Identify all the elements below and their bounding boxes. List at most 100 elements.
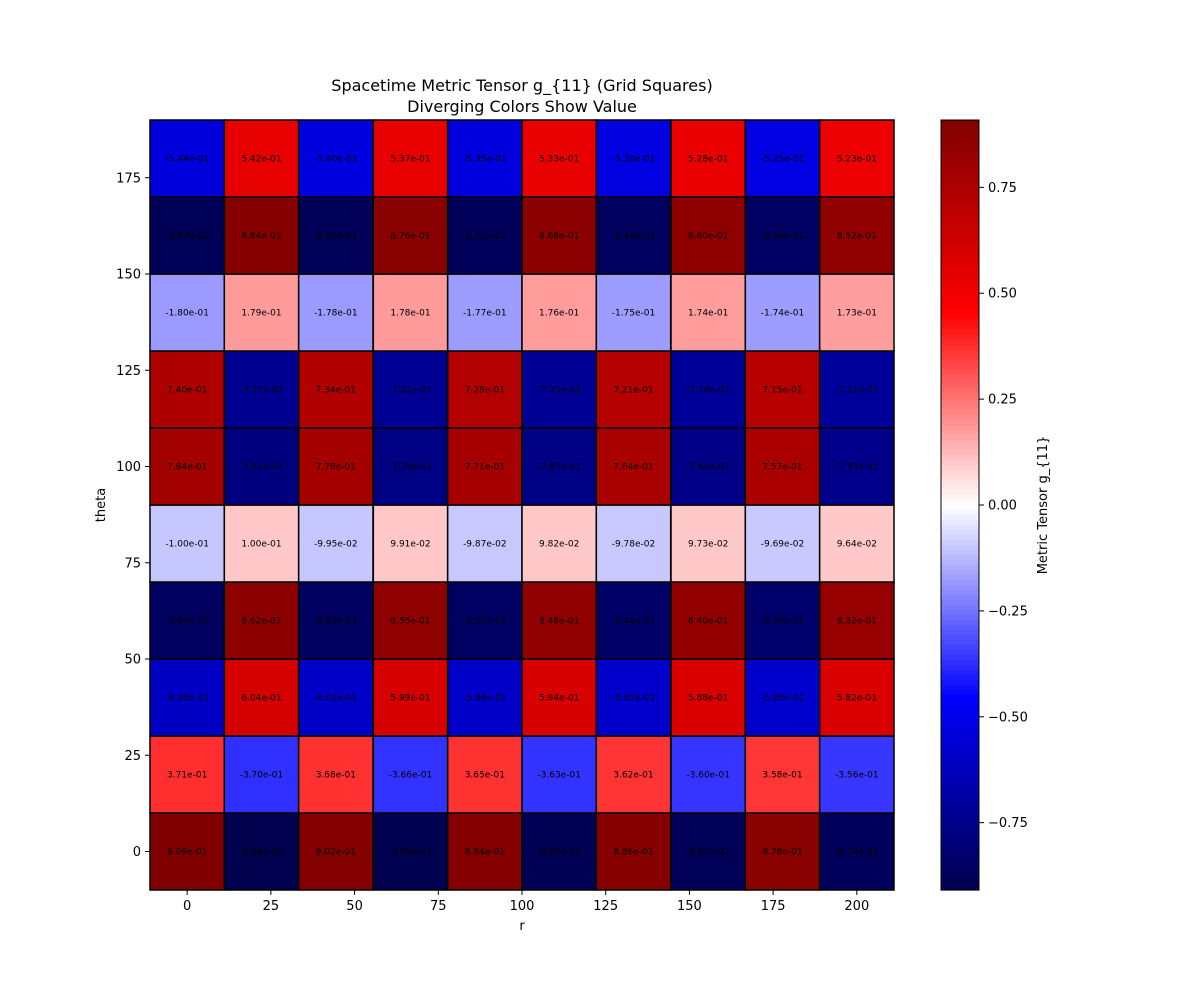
heatmap-cell — [297, 119, 374, 198]
heatmap-cell — [372, 581, 449, 660]
colorbar-band — [941, 310, 979, 316]
cell-value-label: 9.09e-01 — [167, 848, 207, 858]
heatmap-cell — [149, 812, 226, 891]
cell-value-label: -5.44e-01 — [165, 155, 209, 165]
cell-value-label: 8.94e-01 — [465, 848, 505, 858]
cell-value-label: -8.90e-01 — [537, 848, 581, 858]
heatmap-cell — [149, 119, 226, 198]
colorbar-tick-label: −0.25 — [988, 604, 1028, 619]
colorbar-band — [941, 770, 979, 776]
colorbar-band — [941, 620, 979, 626]
cell-value-label: -8.64e-01 — [612, 232, 656, 242]
cell-value-label: -5.35e-01 — [463, 155, 507, 165]
colorbar-band — [941, 850, 979, 856]
colorbar-band — [941, 455, 979, 461]
cell-value-label: 7.28e-01 — [465, 386, 505, 396]
y-tick-label: 100 — [116, 460, 141, 475]
heatmap-cell — [818, 119, 895, 198]
heatmap-cell — [595, 119, 672, 198]
y-tick-label: 125 — [116, 364, 141, 379]
colorbar-band — [941, 385, 979, 391]
x-axis-ticks: 0 25 50 75 100 125 150 175 200 — [183, 890, 869, 914]
cell-value-label: 8.32e-01 — [837, 617, 877, 627]
colorbar-band — [941, 145, 979, 151]
colorbar-band — [941, 515, 979, 521]
colorbar-band — [941, 650, 979, 656]
colorbar-band — [941, 360, 979, 366]
colorbar-band — [941, 675, 979, 681]
heatmap-cell — [297, 658, 374, 737]
colorbar-band — [941, 610, 979, 616]
colorbar-band — [941, 335, 979, 341]
y-tick-label: 25 — [124, 749, 141, 764]
colorbar-band — [941, 285, 979, 291]
colorbar-band — [941, 785, 979, 791]
cell-value-label: 1.74e-01 — [688, 309, 728, 319]
heatmap-cell — [595, 658, 672, 737]
colorbar-band — [941, 405, 979, 411]
cell-value-label: 5.42e-01 — [241, 155, 281, 165]
x-tick-label: 25 — [263, 899, 280, 914]
cell-value-label: 8.52e-01 — [837, 232, 877, 242]
heatmap-cell — [521, 119, 598, 198]
colorbar-band — [941, 885, 979, 891]
heatmap-cell — [670, 581, 747, 660]
cell-value-label: -6.01e-01 — [314, 694, 358, 704]
colorbar-tick-label: 0.50 — [988, 287, 1017, 302]
cell-value-label: -1.80e-01 — [165, 309, 209, 319]
colorbar-band — [941, 475, 979, 481]
colorbar-band — [941, 400, 979, 406]
cell-value-label: -8.80e-01 — [314, 232, 358, 242]
cell-value-label: -5.30e-01 — [612, 155, 656, 165]
heatmap-cell — [446, 273, 523, 352]
colorbar-band — [941, 550, 979, 556]
y-axis-ticks: 0 25 50 75 100 125 150 175 — [116, 171, 150, 860]
colorbar-band — [941, 645, 979, 651]
colorbar-band — [941, 685, 979, 691]
colorbar-band — [941, 815, 979, 821]
colorbar-tick-label: 0.25 — [988, 393, 1017, 408]
cell-value-label: 7.15e-01 — [762, 386, 802, 396]
heatmap-cell — [670, 119, 747, 198]
colorbar-band — [941, 810, 979, 816]
cell-value-label: 8.68e-01 — [539, 232, 579, 242]
colorbar-tick-label: −0.50 — [988, 710, 1028, 725]
colorbar-band — [941, 265, 979, 271]
cell-value-label: -7.31e-01 — [389, 386, 433, 396]
x-tick-label: 0 — [183, 899, 191, 914]
colorbar-band — [941, 470, 979, 476]
colorbar-band — [941, 865, 979, 871]
colorbar-band — [941, 835, 979, 841]
colorbar-band — [941, 365, 979, 371]
heatmap-cells — [149, 119, 895, 891]
cell-value-label: 5.99e-01 — [390, 694, 430, 704]
heatmap-cell — [372, 119, 449, 198]
colorbar-band — [941, 350, 979, 356]
heatmap-cell — [223, 735, 300, 814]
colorbar-band — [941, 875, 979, 881]
colorbar-band — [941, 760, 979, 766]
cell-value-label: -8.66e-01 — [165, 617, 209, 627]
cell-value-label: 7.34e-01 — [316, 386, 356, 396]
colorbar-band — [941, 845, 979, 851]
colorbar-band — [941, 255, 979, 261]
colorbar-band — [941, 520, 979, 526]
colorbar-band — [941, 415, 979, 421]
colorbar-band — [941, 190, 979, 196]
colorbar-band — [941, 395, 979, 401]
cell-value-label: -8.56e-01 — [761, 232, 805, 242]
colorbar-band — [941, 445, 979, 451]
heatmap-cell — [595, 273, 672, 352]
colorbar-band — [941, 765, 979, 771]
colorbar-tick-label: 0.75 — [988, 181, 1017, 196]
cell-value-label: 7.78e-01 — [316, 463, 356, 473]
heatmap-cell — [521, 196, 598, 275]
colorbar-band — [941, 580, 979, 586]
colorbar-band — [941, 565, 979, 571]
cell-value-label: -5.85e-01 — [761, 694, 805, 704]
colorbar-band — [941, 135, 979, 141]
x-tick-label: 125 — [593, 899, 618, 914]
y-axis-label: theta — [94, 488, 109, 522]
colorbar-band — [941, 545, 979, 551]
